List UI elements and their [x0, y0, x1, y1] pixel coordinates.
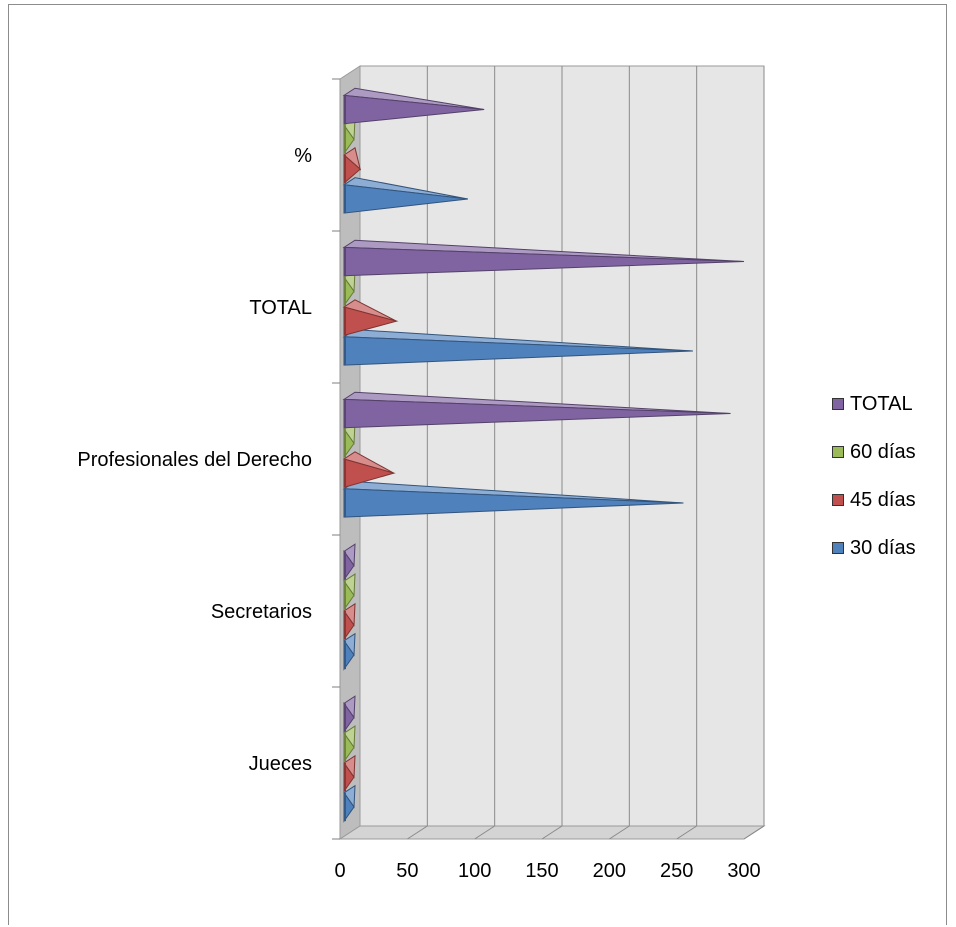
- gridline-floor: [743, 825, 765, 840]
- bar-base: [344, 184, 346, 214]
- bar-30-dias-total: [342, 329, 693, 366]
- bar-base: [344, 95, 346, 124]
- x-tick-label: 250: [660, 860, 693, 882]
- gridline-floor: [676, 825, 697, 840]
- bar-30-dias-profesionales-del-derecho: [342, 481, 684, 518]
- bar-base: [344, 125, 346, 154]
- bar-60-dias-jueces: [343, 725, 356, 764]
- bar-45-dias-: [343, 147, 362, 185]
- bar-60-dias-secretarios: [343, 573, 356, 612]
- category-label: %: [294, 145, 312, 167]
- x-axis-ticks: 0 50 100 150 200 250 300: [332, 78, 761, 882]
- legend-item-30-dias: 30 días: [832, 524, 916, 572]
- bar-base: [344, 611, 346, 640]
- category-label: Profesionales del Derecho: [77, 449, 312, 471]
- category-label: Jueces: [249, 753, 312, 775]
- bar-45-dias-total: [342, 299, 399, 336]
- bar-base: [344, 763, 346, 792]
- legend-label-60-dias: 60 días: [850, 440, 916, 463]
- x-tick-label: 150: [525, 860, 558, 882]
- legend-item-60-dias: 60 días: [832, 428, 916, 476]
- bar-base: [344, 307, 346, 336]
- bar-base: [344, 703, 346, 732]
- bar-base: [344, 429, 346, 458]
- bar-base: [344, 399, 346, 428]
- bar-total-jueces: [343, 695, 356, 734]
- bar-base: [344, 459, 346, 488]
- legend-label-45-dias: 45 días: [850, 488, 916, 511]
- gridline-floor: [541, 825, 563, 840]
- x-tick-label: 100: [458, 860, 491, 882]
- bar-base: [344, 792, 346, 822]
- category-label: Secretarios: [211, 601, 312, 623]
- bar-base: [344, 551, 346, 580]
- x-tick-label: 300: [727, 860, 760, 882]
- legend-swatch-60-dias: [832, 446, 844, 458]
- legend-item-45-dias: 45 días: [832, 476, 916, 524]
- bar-total-total: [342, 239, 745, 277]
- legend-swatch-30-dias: [832, 542, 844, 554]
- bar-total-: [342, 87, 485, 125]
- bar-base: [344, 155, 346, 184]
- bar-total-profesionales-del-derecho: [342, 391, 731, 429]
- bar-base: [344, 277, 346, 306]
- bar-base: [344, 581, 346, 610]
- legend: TOTAL 60 días 45 días 30 días: [832, 380, 916, 572]
- legend-label-30-dias: 30 días: [850, 536, 916, 559]
- bar-base: [344, 640, 346, 670]
- bars: [342, 87, 745, 823]
- bar-total-secretarios: [343, 543, 356, 582]
- bar-45-dias-jueces: [343, 754, 356, 793]
- bar-base: [344, 733, 346, 762]
- plot-walls: [338, 65, 766, 840]
- category-label: TOTAL: [249, 297, 312, 319]
- bar-base: [344, 488, 346, 518]
- legend-swatch-total: [832, 398, 844, 410]
- bar-base: [344, 336, 346, 366]
- legend-swatch-45-dias: [832, 494, 844, 506]
- gridline-floor: [474, 825, 495, 840]
- x-tick-label: 0: [334, 860, 345, 882]
- gridline-floor: [609, 825, 630, 840]
- x-tick-label: 50: [396, 860, 418, 882]
- x-tick-label: 200: [593, 860, 626, 882]
- bar-45-dias-secretarios: [343, 602, 356, 641]
- bar-30-dias-secretarios: [343, 632, 356, 671]
- y-axis-categories: Jueces Secretarios Profesionales del Derec…: [77, 145, 312, 775]
- legend-label-total: TOTAL: [850, 392, 913, 415]
- bar-30-dias-jueces: [343, 784, 356, 823]
- bar-30-dias-: [342, 177, 469, 214]
- gridline-floor: [407, 825, 428, 840]
- bar-45-dias-profesionales-del-derecho: [342, 451, 396, 488]
- legend-item-total: TOTAL: [832, 380, 916, 428]
- bar-base: [344, 247, 346, 276]
